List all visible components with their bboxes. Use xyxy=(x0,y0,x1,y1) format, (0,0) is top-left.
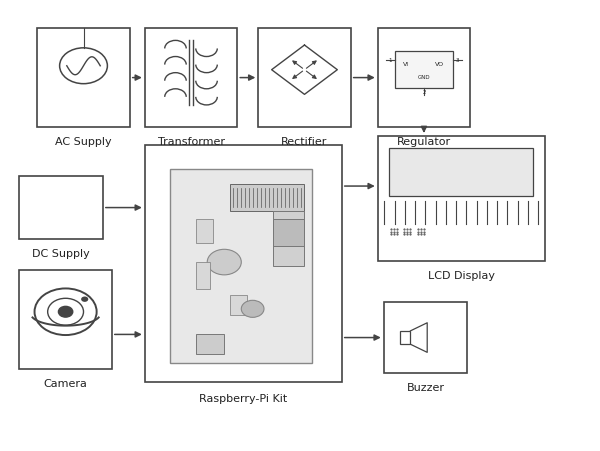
Text: VO: VO xyxy=(436,62,445,67)
FancyBboxPatch shape xyxy=(258,28,351,127)
Text: 2: 2 xyxy=(422,89,425,95)
Circle shape xyxy=(241,300,264,318)
Text: Raspberry-Pi Kit: Raspberry-Pi Kit xyxy=(199,394,287,404)
FancyBboxPatch shape xyxy=(400,331,410,344)
Text: GND: GND xyxy=(418,75,430,80)
Text: Rectifier: Rectifier xyxy=(281,137,328,147)
Circle shape xyxy=(207,249,241,275)
Text: Buzzer: Buzzer xyxy=(406,383,445,393)
FancyBboxPatch shape xyxy=(170,169,312,364)
Text: AC Supply: AC Supply xyxy=(55,137,112,147)
Text: Regulator: Regulator xyxy=(397,137,451,147)
Text: 3: 3 xyxy=(455,58,459,63)
FancyBboxPatch shape xyxy=(377,136,545,262)
Circle shape xyxy=(58,306,73,317)
FancyBboxPatch shape xyxy=(230,295,247,315)
FancyBboxPatch shape xyxy=(383,302,467,373)
FancyBboxPatch shape xyxy=(272,212,304,233)
FancyBboxPatch shape xyxy=(230,184,304,212)
FancyBboxPatch shape xyxy=(19,270,112,369)
FancyBboxPatch shape xyxy=(196,219,213,243)
FancyBboxPatch shape xyxy=(272,244,304,266)
FancyBboxPatch shape xyxy=(389,148,533,196)
Text: LCD Display: LCD Display xyxy=(428,271,495,281)
Text: Camera: Camera xyxy=(44,379,88,389)
FancyBboxPatch shape xyxy=(196,334,224,354)
FancyBboxPatch shape xyxy=(145,28,237,127)
FancyBboxPatch shape xyxy=(19,176,103,239)
FancyBboxPatch shape xyxy=(196,262,210,290)
FancyBboxPatch shape xyxy=(37,28,130,127)
FancyBboxPatch shape xyxy=(145,145,342,382)
Circle shape xyxy=(81,296,88,302)
Text: DC Supply: DC Supply xyxy=(32,249,90,259)
FancyBboxPatch shape xyxy=(377,28,470,127)
FancyBboxPatch shape xyxy=(395,51,452,88)
Text: VI: VI xyxy=(403,62,409,67)
Text: Transformer: Transformer xyxy=(158,137,224,147)
Text: 1: 1 xyxy=(389,58,392,63)
FancyBboxPatch shape xyxy=(272,219,304,247)
